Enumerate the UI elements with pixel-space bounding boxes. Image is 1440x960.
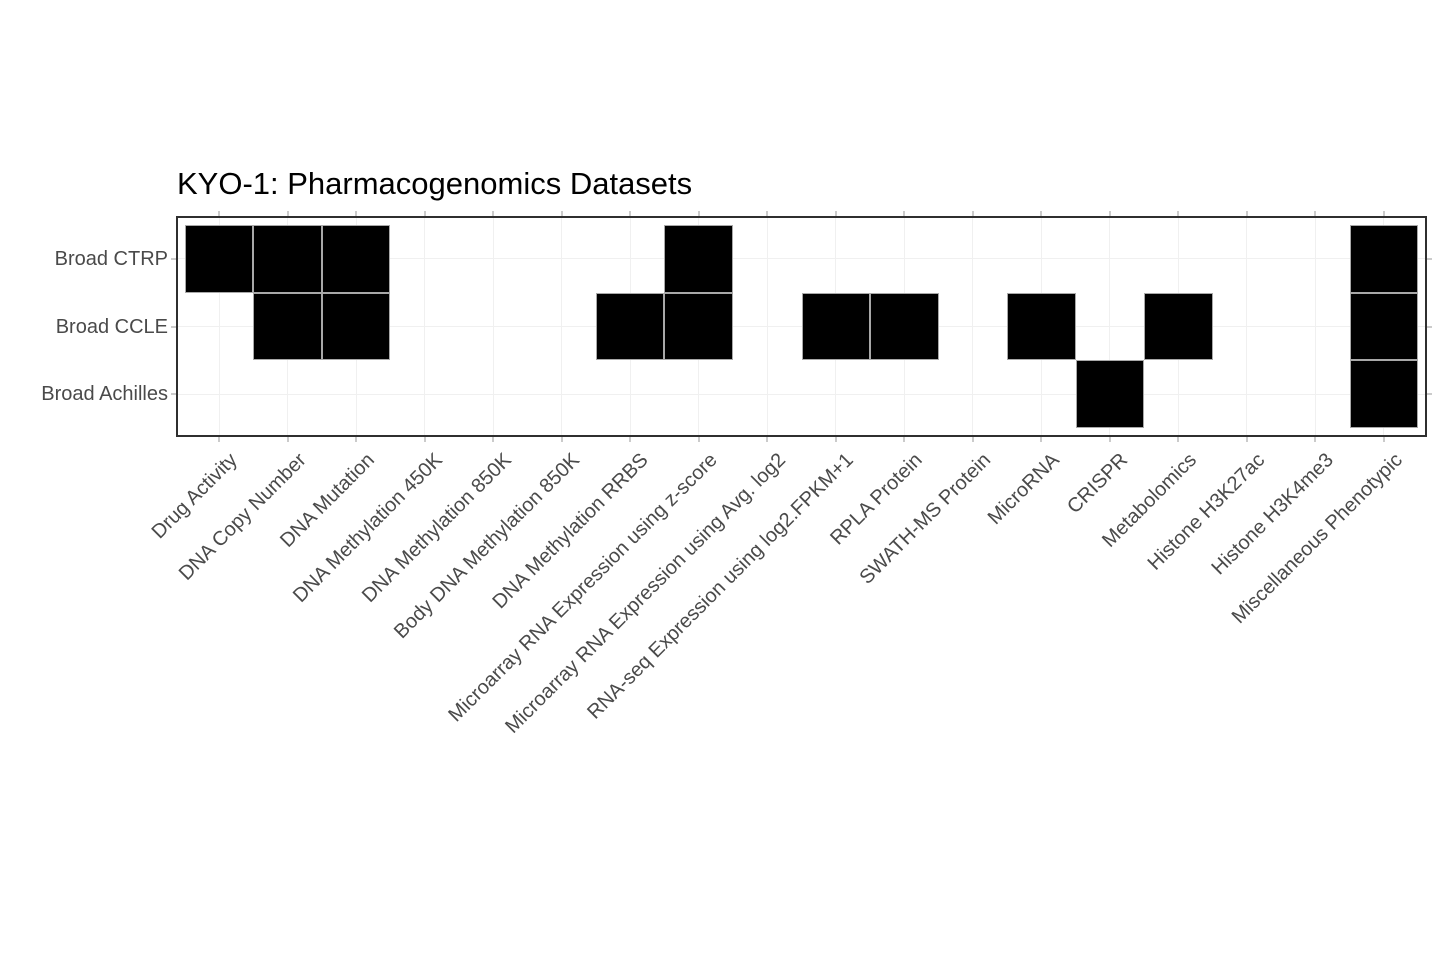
x-axis-tick-bottom [834,435,837,442]
x-axis-tick-top [1245,211,1248,218]
x-axis-label: CRISPR [1063,449,1133,518]
x-axis-tick-top [971,211,974,218]
heatmap-cell-1-18 [1349,224,1419,293]
heatmap-cell-2-18 [1349,292,1419,361]
x-axis-tick-bottom [903,435,906,442]
x-axis-tick-bottom [1382,435,1385,442]
heatmap-cell-1-1 [184,224,254,293]
heatmap-cell-3-14 [1075,360,1145,429]
x-axis-tick-top [560,211,563,218]
y-axis-tick-right [1425,393,1432,396]
x-axis-tick-top [629,211,632,218]
x-axis-label: Histone H3K4me3 [1207,449,1338,580]
x-axis-tick-top [1314,211,1317,218]
x-axis-tick-top [834,211,837,218]
heatmap-cell-2-2 [253,292,322,361]
x-axis-tick-top [1108,211,1111,218]
y-axis-label: Broad CTRP [54,247,168,270]
y-axis-tick-left [171,325,178,328]
y-axis-tick-left [171,393,178,396]
x-axis-tick-top [1382,211,1385,218]
x-axis-tick-bottom [355,435,358,442]
heatmap-cell-2-11 [870,292,939,361]
x-axis-tick-bottom [1177,435,1180,442]
y-axis-label: Broad Achilles [41,383,168,406]
heatmap-cell-2-13 [1007,292,1076,361]
x-axis-tick-top [766,211,769,218]
y-axis-tick-right [1425,325,1432,328]
x-axis-tick-bottom [1314,435,1317,442]
heatmap-cell-2-3 [321,292,391,361]
x-axis-tick-top [903,211,906,218]
heatmap-cell-3-18 [1349,360,1419,429]
heatmap-cell-1-3 [321,224,391,293]
x-axis-tick-bottom [766,435,769,442]
x-axis-tick-bottom [286,435,289,442]
heatmap-cell-2-15 [1144,292,1213,361]
y-gridline [178,258,1425,260]
x-axis-tick-top [423,211,426,218]
x-axis-tick-top [1040,211,1043,218]
x-axis-tick-bottom [1245,435,1248,442]
x-axis-label: DNA Copy Number [174,449,311,585]
y-axis-tick-right [1425,257,1432,260]
x-axis-tick-bottom [1108,435,1111,442]
heatmap-cell-1-2 [253,224,322,293]
x-axis-tick-bottom [492,435,495,442]
x-axis-tick-bottom [218,435,221,442]
x-axis-tick-bottom [629,435,632,442]
x-axis-tick-bottom [423,435,426,442]
x-axis-label: MicroRNA [983,449,1064,529]
x-axis-tick-bottom [697,435,700,442]
x-axis-tick-bottom [971,435,974,442]
chart-title: KYO-1: Pharmacogenomics Datasets [177,166,693,201]
heatmap-cell-2-8 [664,292,733,361]
x-axis-tick-top [492,211,495,218]
x-axis-label: Histone H3K27ac [1143,449,1270,575]
x-axis-tick-top [697,211,700,218]
x-axis-tick-top [286,211,289,218]
x-axis-label: SWATH-MS Protein [855,449,996,589]
heatmap-cell-1-8 [664,224,733,293]
x-axis-tick-bottom [1040,435,1043,442]
heatmap-cell-2-10 [801,292,871,361]
heatmap-cell-2-7 [595,292,665,361]
y-axis-label: Broad CCLE [55,315,168,338]
x-axis-tick-bottom [560,435,563,442]
x-axis-tick-top [218,211,221,218]
y-gridline [178,393,1425,395]
y-axis-tick-left [171,257,178,260]
x-axis-tick-top [1177,211,1180,218]
x-axis-tick-top [355,211,358,218]
